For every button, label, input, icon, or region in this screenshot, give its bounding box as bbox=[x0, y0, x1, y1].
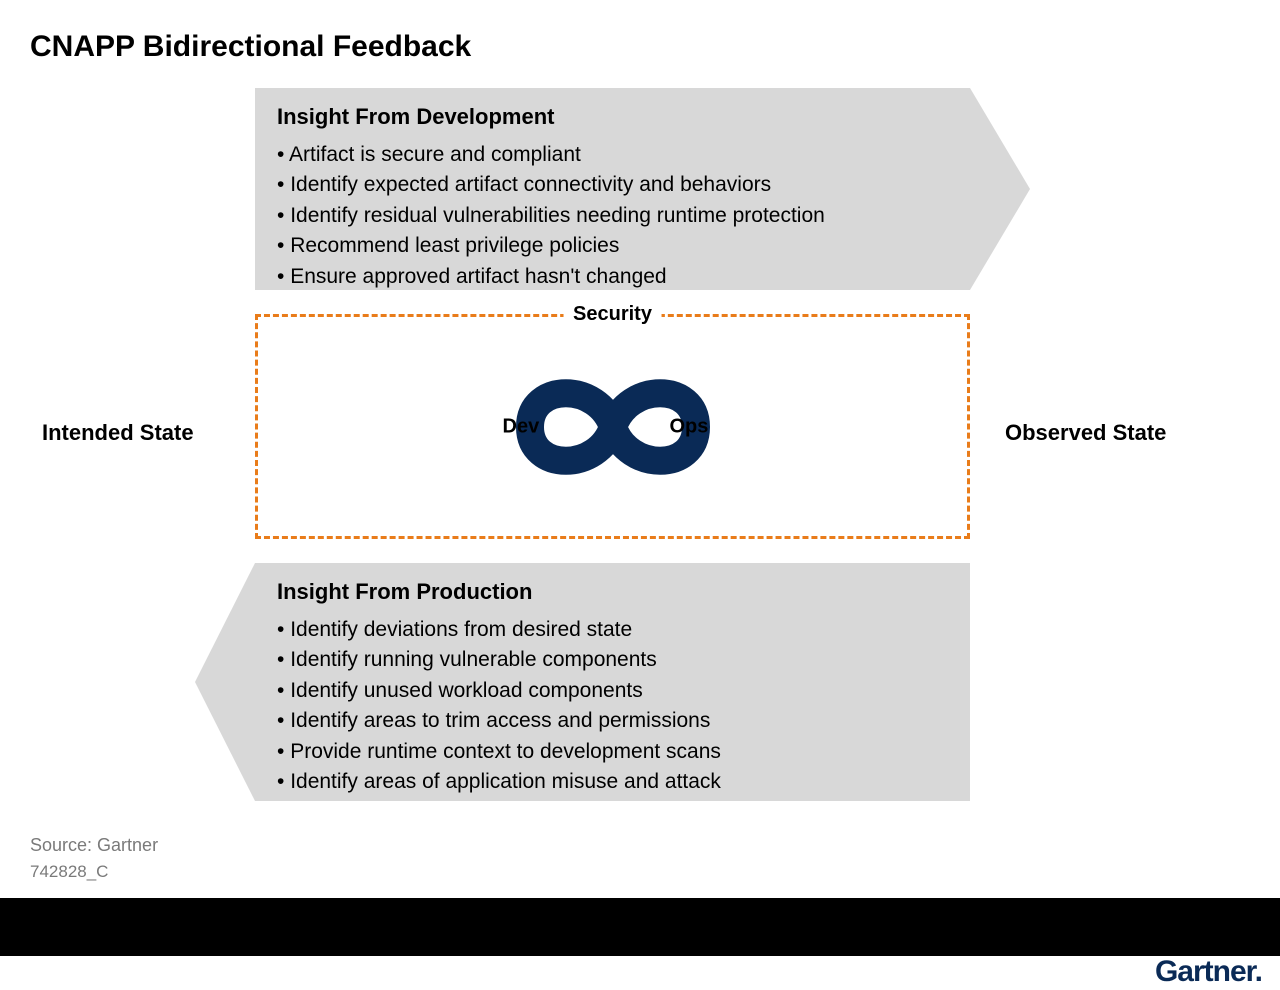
source-text: Source: Gartner bbox=[30, 835, 158, 856]
dev-label: Dev bbox=[503, 415, 540, 438]
insight-production-heading: Insight From Production bbox=[277, 579, 948, 605]
diagram-title: CNAPP Bidirectional Feedback bbox=[30, 30, 471, 64]
arrow-left-tip bbox=[195, 563, 255, 801]
footer-bar bbox=[0, 898, 1280, 956]
arrow-right-tip bbox=[970, 88, 1030, 290]
observed-state-label: Observed State bbox=[1005, 420, 1166, 446]
insight-development-list: Artifact is secure and compliant Identif… bbox=[277, 140, 948, 292]
list-item: Provide runtime context to development s… bbox=[277, 737, 948, 767]
list-item: Recommend least privilege policies bbox=[277, 231, 948, 261]
ops-label: Ops bbox=[670, 415, 709, 438]
security-label: Security bbox=[563, 303, 662, 326]
list-item: Identify residual vulnerabilities needin… bbox=[277, 201, 948, 231]
insight-production-list: Identify deviations from desired state I… bbox=[277, 615, 948, 798]
insight-production-arrow: Insight From Production Identify deviati… bbox=[255, 563, 970, 801]
insight-development-arrow: Insight From Development Artifact is sec… bbox=[255, 88, 970, 290]
infinity-icon bbox=[448, 352, 778, 502]
list-item: Identify areas of application misuse and… bbox=[277, 767, 948, 797]
list-item: Identify expected artifact connectivity … bbox=[277, 170, 948, 200]
list-item: Artifact is secure and compliant bbox=[277, 140, 948, 170]
intended-state-label: Intended State bbox=[42, 420, 194, 446]
list-item: Identify areas to trim access and permis… bbox=[277, 706, 948, 736]
insight-development-heading: Insight From Development bbox=[277, 104, 948, 130]
gartner-logo: Gartner. bbox=[1155, 955, 1262, 989]
list-item: Ensure approved artifact hasn't changed bbox=[277, 262, 948, 292]
list-item: Identify deviations from desired state bbox=[277, 615, 948, 645]
security-box: Security Dev Ops bbox=[255, 314, 970, 539]
list-item: Identify running vulnerable components bbox=[277, 645, 948, 675]
devops-infinity: Dev Ops bbox=[448, 352, 778, 502]
list-item: Identify unused workload components bbox=[277, 676, 948, 706]
source-ref: 742828_C bbox=[30, 862, 108, 882]
